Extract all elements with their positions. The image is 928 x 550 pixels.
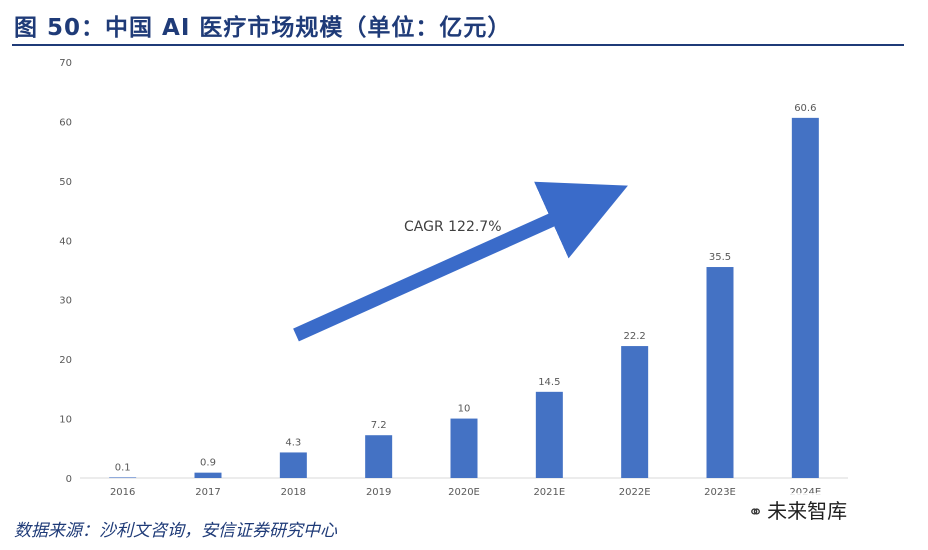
y-tick-label: 50 bbox=[59, 177, 72, 188]
watermark: ⚭ 未来智库 bbox=[742, 493, 854, 526]
cagr-annotation: CAGR 122.7% bbox=[404, 219, 502, 235]
bar-2023E bbox=[706, 267, 734, 478]
y-tick-label: 60 bbox=[59, 117, 72, 128]
bar-2020E bbox=[450, 418, 478, 478]
x-tick-label: 2020E bbox=[448, 487, 480, 498]
y-tick-label: 30 bbox=[59, 296, 72, 307]
data-label: 7.2 bbox=[371, 420, 387, 431]
bar-2021E bbox=[535, 391, 563, 478]
data-label: 22.2 bbox=[624, 331, 646, 342]
data-label: 4.3 bbox=[285, 437, 301, 448]
value-labels: 0.1 0.9 4.3 7.2 10 14.5 22.2 35.5 60.6 bbox=[115, 103, 817, 474]
bar-2019 bbox=[365, 435, 393, 478]
data-label: 35.5 bbox=[709, 252, 731, 263]
watermark-text: 未来智库 bbox=[767, 499, 848, 523]
data-label: 60.6 bbox=[794, 103, 816, 114]
x-tick-label: 2024E bbox=[789, 487, 821, 498]
y-tick-label: 0 bbox=[66, 474, 72, 485]
bar-2022E bbox=[621, 346, 649, 478]
bar-2017 bbox=[194, 472, 222, 478]
bar-chart: 0 10 20 30 40 50 60 70 0.1 0.9 4.3 7.2 10 14.5 22.2 35… bbox=[59, 58, 848, 498]
data-label: 10 bbox=[458, 404, 471, 415]
y-tick-label: 70 bbox=[59, 58, 72, 69]
x-tick-label: 2016 bbox=[110, 487, 135, 498]
bar-2016 bbox=[109, 477, 137, 479]
data-label: 0.1 bbox=[115, 462, 131, 473]
data-label: 14.5 bbox=[538, 377, 560, 388]
title-divider bbox=[12, 44, 904, 46]
x-tick-label: 2021E bbox=[533, 487, 565, 498]
y-tick-label: 40 bbox=[59, 236, 72, 247]
x-tick-label: 2019 bbox=[366, 487, 391, 498]
bar-series bbox=[109, 117, 819, 479]
cagr-arrow bbox=[293, 181, 628, 342]
x-tick-label: 2017 bbox=[195, 487, 220, 498]
data-label: 0.9 bbox=[200, 458, 216, 469]
x-tick-label: 2022E bbox=[619, 487, 651, 498]
data-source-note: 数据来源：沙利文咨询，安信证券研究中心 bbox=[14, 521, 337, 541]
x-axis: 2016 2017 2018 2019 2020E 2021E 2022E 2023E 2024… bbox=[110, 487, 821, 498]
wechat-icon: ⚭ bbox=[748, 502, 764, 523]
x-tick-label: 2023E bbox=[704, 487, 736, 498]
y-axis: 0 10 20 30 40 50 60 70 bbox=[59, 58, 72, 485]
y-tick-label: 10 bbox=[59, 415, 72, 426]
figure-title: 图 50：中国 AI 医疗市场规模（单位：亿元） bbox=[14, 15, 512, 41]
x-tick-label: 2018 bbox=[281, 487, 306, 498]
y-tick-label: 20 bbox=[59, 355, 72, 366]
bar-2024E bbox=[791, 117, 819, 478]
bar-2018 bbox=[279, 452, 307, 478]
